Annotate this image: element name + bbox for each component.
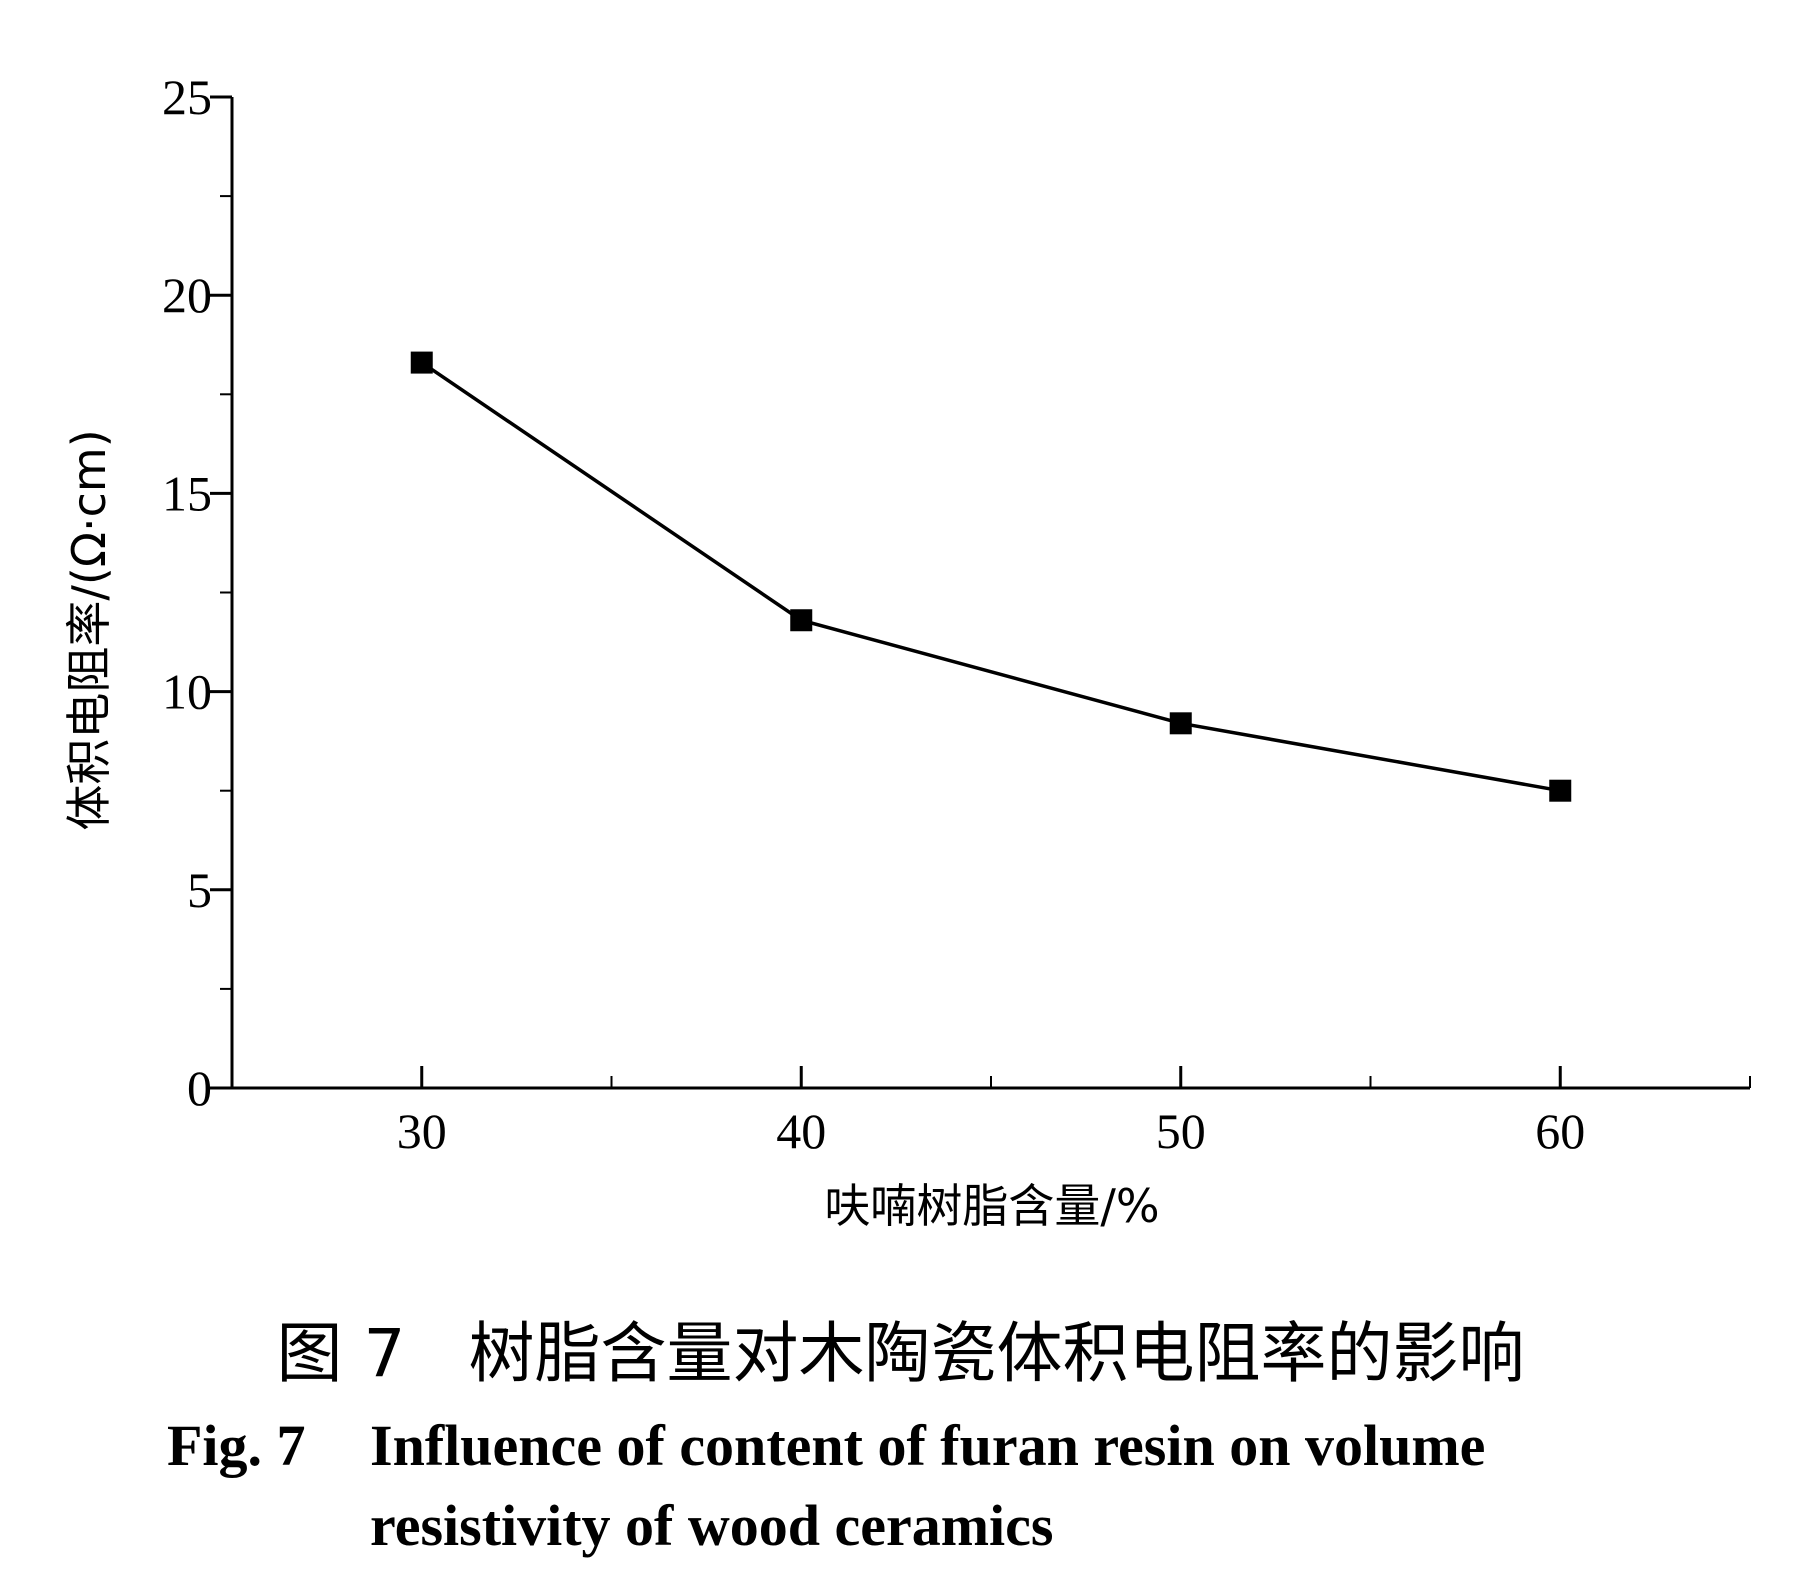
series (410, 351, 1572, 802)
y-tick-label: 20 (162, 267, 212, 323)
ticks (210, 95, 1751, 1090)
y-tick-label: 10 (162, 664, 212, 720)
data-point (410, 351, 433, 374)
caption-english-line1: Influence of content of furan resin on v… (370, 1413, 1486, 1478)
data-point (790, 609, 813, 632)
x-tick-label: 50 (1156, 1103, 1206, 1159)
data-point (1169, 712, 1192, 735)
x-tick-label: 30 (397, 1103, 447, 1159)
x-tick-label: 60 (1535, 1103, 1585, 1159)
figure-caption-english: Fig. 7 Influence of content of furan res… (167, 1406, 1667, 1566)
axes (230, 97, 1750, 1090)
figure-caption-chinese: 图 7 树脂含量对木陶瓷体积电阻率的影响 (276, 1315, 1525, 1392)
x-tick-label: 40 (776, 1103, 826, 1159)
series-line (420, 361, 1561, 793)
y-axis-title: 体积电阻率/(Ω·cm) (62, 429, 116, 830)
caption-english-line2: resistivity of wood ceramics (370, 1493, 1054, 1558)
y-tick-label: 5 (187, 862, 212, 918)
y-tick-label: 15 (162, 465, 212, 521)
y-tick-label: 25 (162, 69, 212, 125)
figure-number: Fig. 7 (167, 1413, 306, 1478)
y-tick-label: 0 (187, 1060, 212, 1116)
data-point (1549, 779, 1572, 802)
x-axis-title: 呋喃树脂含量/% (824, 1179, 1159, 1233)
tick-labels: 0 5 10 15 20 25 30 40 50 60 (162, 69, 1585, 1159)
